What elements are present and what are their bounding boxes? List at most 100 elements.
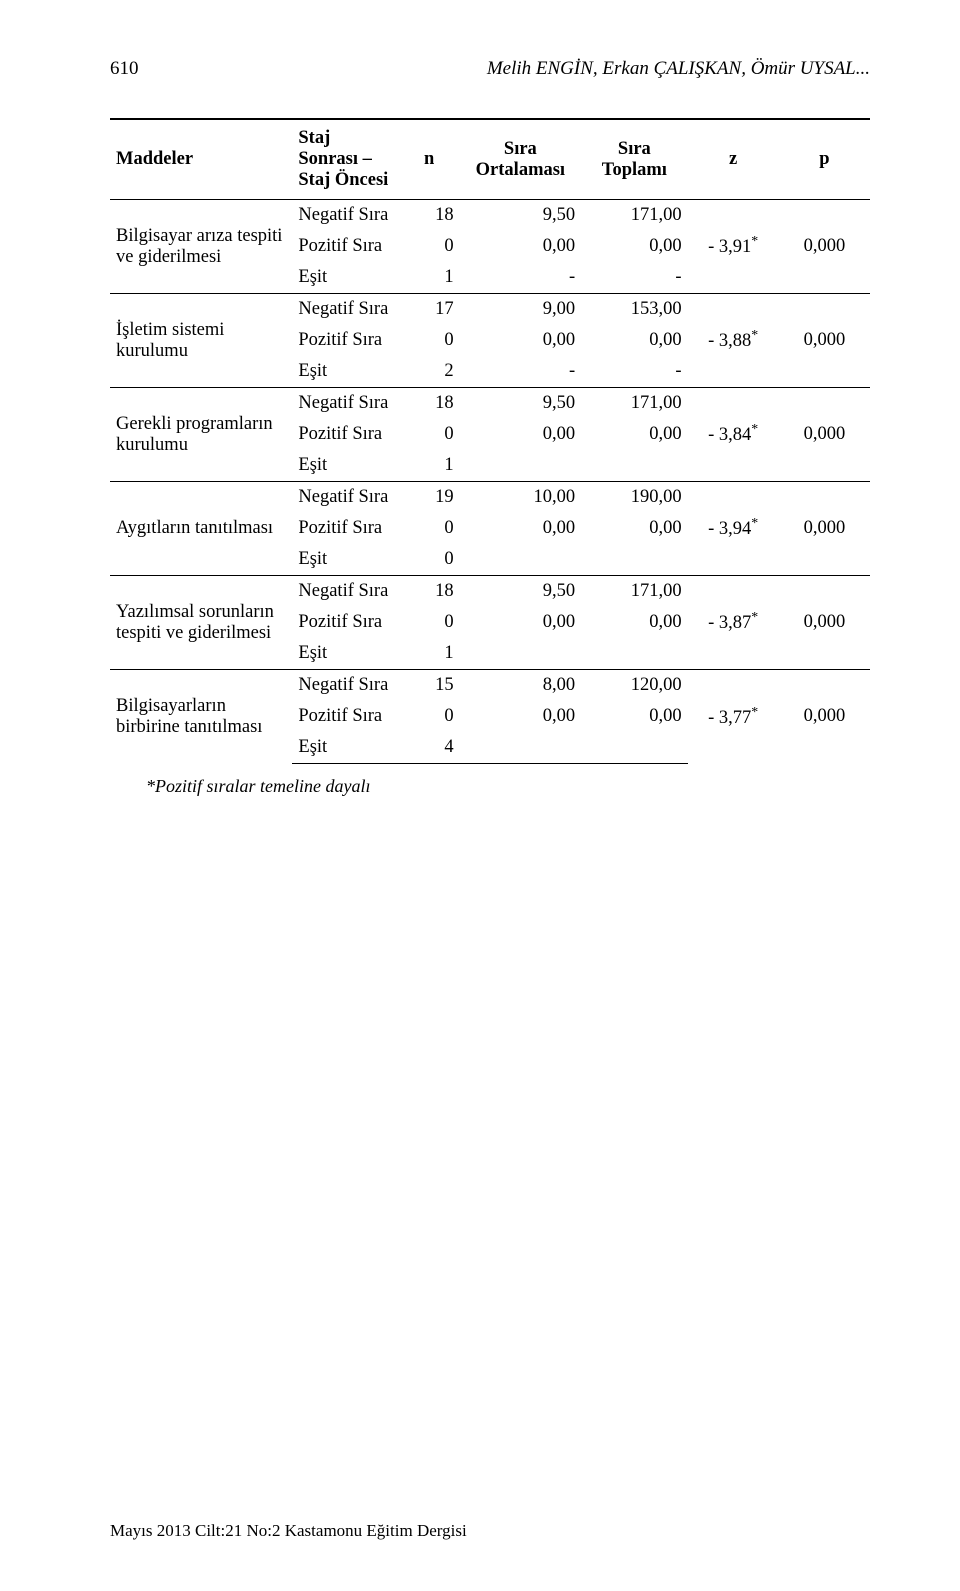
col-toplam: Sıra Toplamı (581, 120, 687, 200)
row-type: Pozitif Sıra (292, 325, 398, 356)
cell-ortalama: 8,00 (460, 670, 582, 702)
cell-toplam: 0,00 (581, 607, 687, 638)
cell-toplam: 0,00 (581, 231, 687, 262)
cell-n: 1 (399, 450, 460, 482)
table-header-row: Maddeler Staj Sonrası – Staj Öncesi n Sı… (110, 120, 870, 200)
cell-n: 1 (399, 638, 460, 670)
cell-p: 0,000 (779, 670, 870, 764)
cell-z: - 3,84* (688, 388, 779, 482)
cell-toplam: - (581, 262, 687, 294)
row-type: Pozitif Sıra (292, 701, 398, 732)
cell-ortalama (460, 638, 582, 670)
cell-ortalama (460, 544, 582, 576)
col-p: p (779, 120, 870, 200)
col-n: n (399, 120, 460, 200)
cell-toplam (581, 638, 687, 670)
row-type: Eşit (292, 638, 398, 670)
cell-n: 15 (399, 670, 460, 702)
cell-toplam: 0,00 (581, 513, 687, 544)
cell-n: 17 (399, 294, 460, 326)
row-type: Pozitif Sıra (292, 607, 398, 638)
group-label: Bilgisayar arıza tespiti ve giderilmesi (110, 200, 292, 294)
cell-ortalama: 9,50 (460, 576, 582, 608)
cell-p: 0,000 (779, 388, 870, 482)
table-row: İşletim sistemi kurulumuNegatif Sıra179,… (110, 294, 870, 326)
cell-z: - 3,94* (688, 482, 779, 576)
row-type: Pozitif Sıra (292, 513, 398, 544)
cell-n: 0 (399, 544, 460, 576)
cell-toplam (581, 732, 687, 764)
page-header: 610 Melih ENGİN, Erkan ÇALIŞKAN, Ömür UY… (110, 58, 870, 80)
table-body: Bilgisayar arıza tespiti ve giderilmesiN… (110, 200, 870, 764)
group-label: Bilgisayarların birbirine tanıtılması (110, 670, 292, 764)
cell-n: 0 (399, 607, 460, 638)
table-row: Bilgisayar arıza tespiti ve giderilmesiN… (110, 200, 870, 232)
cell-ortalama (460, 732, 582, 764)
row-type: Eşit (292, 262, 398, 294)
results-table: Maddeler Staj Sonrası – Staj Öncesi n Sı… (110, 119, 870, 764)
row-type: Eşit (292, 544, 398, 576)
table-footnote: *Pozitif sıralar temeline dayalı (110, 776, 870, 797)
cell-toplam: 171,00 (581, 200, 687, 232)
authors-line: Melih ENGİN, Erkan ÇALIŞKAN, Ömür UYSAL.… (487, 58, 870, 80)
cell-ortalama: 0,00 (460, 231, 582, 262)
cell-ortalama: 0,00 (460, 701, 582, 732)
table-row: Gerekli programların kurulumuNegatif Sır… (110, 388, 870, 420)
cell-n: 0 (399, 419, 460, 450)
cell-n: 0 (399, 513, 460, 544)
page-number: 610 (110, 58, 150, 80)
cell-toplam: 120,00 (581, 670, 687, 702)
row-type: Eşit (292, 450, 398, 482)
cell-p: 0,000 (779, 294, 870, 388)
cell-toplam (581, 544, 687, 576)
cell-n: 4 (399, 732, 460, 764)
row-type: Negatif Sıra (292, 482, 398, 514)
table-row: Bilgisayarların birbirine tanıtılmasıNeg… (110, 670, 870, 702)
cell-p: 0,000 (779, 576, 870, 670)
cell-n: 18 (399, 200, 460, 232)
cell-n: 19 (399, 482, 460, 514)
cell-toplam: - (581, 356, 687, 388)
row-type: Eşit (292, 732, 398, 764)
cell-z: - 3,91* (688, 200, 779, 294)
cell-z: - 3,77* (688, 670, 779, 764)
row-type: Negatif Sıra (292, 294, 398, 326)
cell-toplam: 0,00 (581, 701, 687, 732)
cell-ortalama: 0,00 (460, 325, 582, 356)
cell-ortalama: - (460, 262, 582, 294)
cell-toplam (581, 450, 687, 482)
page-footer: Mayıs 2013 Cilt:21 No:2 Kastamonu Eğitim… (110, 1521, 467, 1541)
group-label: Gerekli programların kurulumu (110, 388, 292, 482)
cell-ortalama: - (460, 356, 582, 388)
cell-toplam: 171,00 (581, 576, 687, 608)
table-row: Yazılımsal sorunların tespiti ve gideril… (110, 576, 870, 608)
cell-z: - 3,87* (688, 576, 779, 670)
page-container: 610 Melih ENGİN, Erkan ÇALIŞKAN, Ömür UY… (0, 0, 960, 1591)
col-maddeler: Maddeler (110, 120, 292, 200)
row-type: Negatif Sıra (292, 576, 398, 608)
col-staj: Staj Sonrası – Staj Öncesi (292, 120, 398, 200)
cell-toplam: 0,00 (581, 325, 687, 356)
cell-ortalama: 9,00 (460, 294, 582, 326)
cell-ortalama: 0,00 (460, 419, 582, 450)
row-type: Negatif Sıra (292, 200, 398, 232)
cell-ortalama: 0,00 (460, 513, 582, 544)
group-label: Aygıtların tanıtılması (110, 482, 292, 576)
cell-ortalama: 0,00 (460, 607, 582, 638)
cell-n: 0 (399, 325, 460, 356)
cell-ortalama: 10,00 (460, 482, 582, 514)
cell-ortalama (460, 450, 582, 482)
cell-z: - 3,88* (688, 294, 779, 388)
row-type: Pozitif Sıra (292, 231, 398, 262)
cell-n: 0 (399, 231, 460, 262)
cell-ortalama: 9,50 (460, 200, 582, 232)
cell-toplam: 190,00 (581, 482, 687, 514)
cell-p: 0,000 (779, 200, 870, 294)
group-label: İşletim sistemi kurulumu (110, 294, 292, 388)
cell-toplam: 153,00 (581, 294, 687, 326)
cell-n: 2 (399, 356, 460, 388)
cell-p: 0,000 (779, 482, 870, 576)
row-type: Negatif Sıra (292, 388, 398, 420)
cell-n: 0 (399, 701, 460, 732)
col-z: z (688, 120, 779, 200)
